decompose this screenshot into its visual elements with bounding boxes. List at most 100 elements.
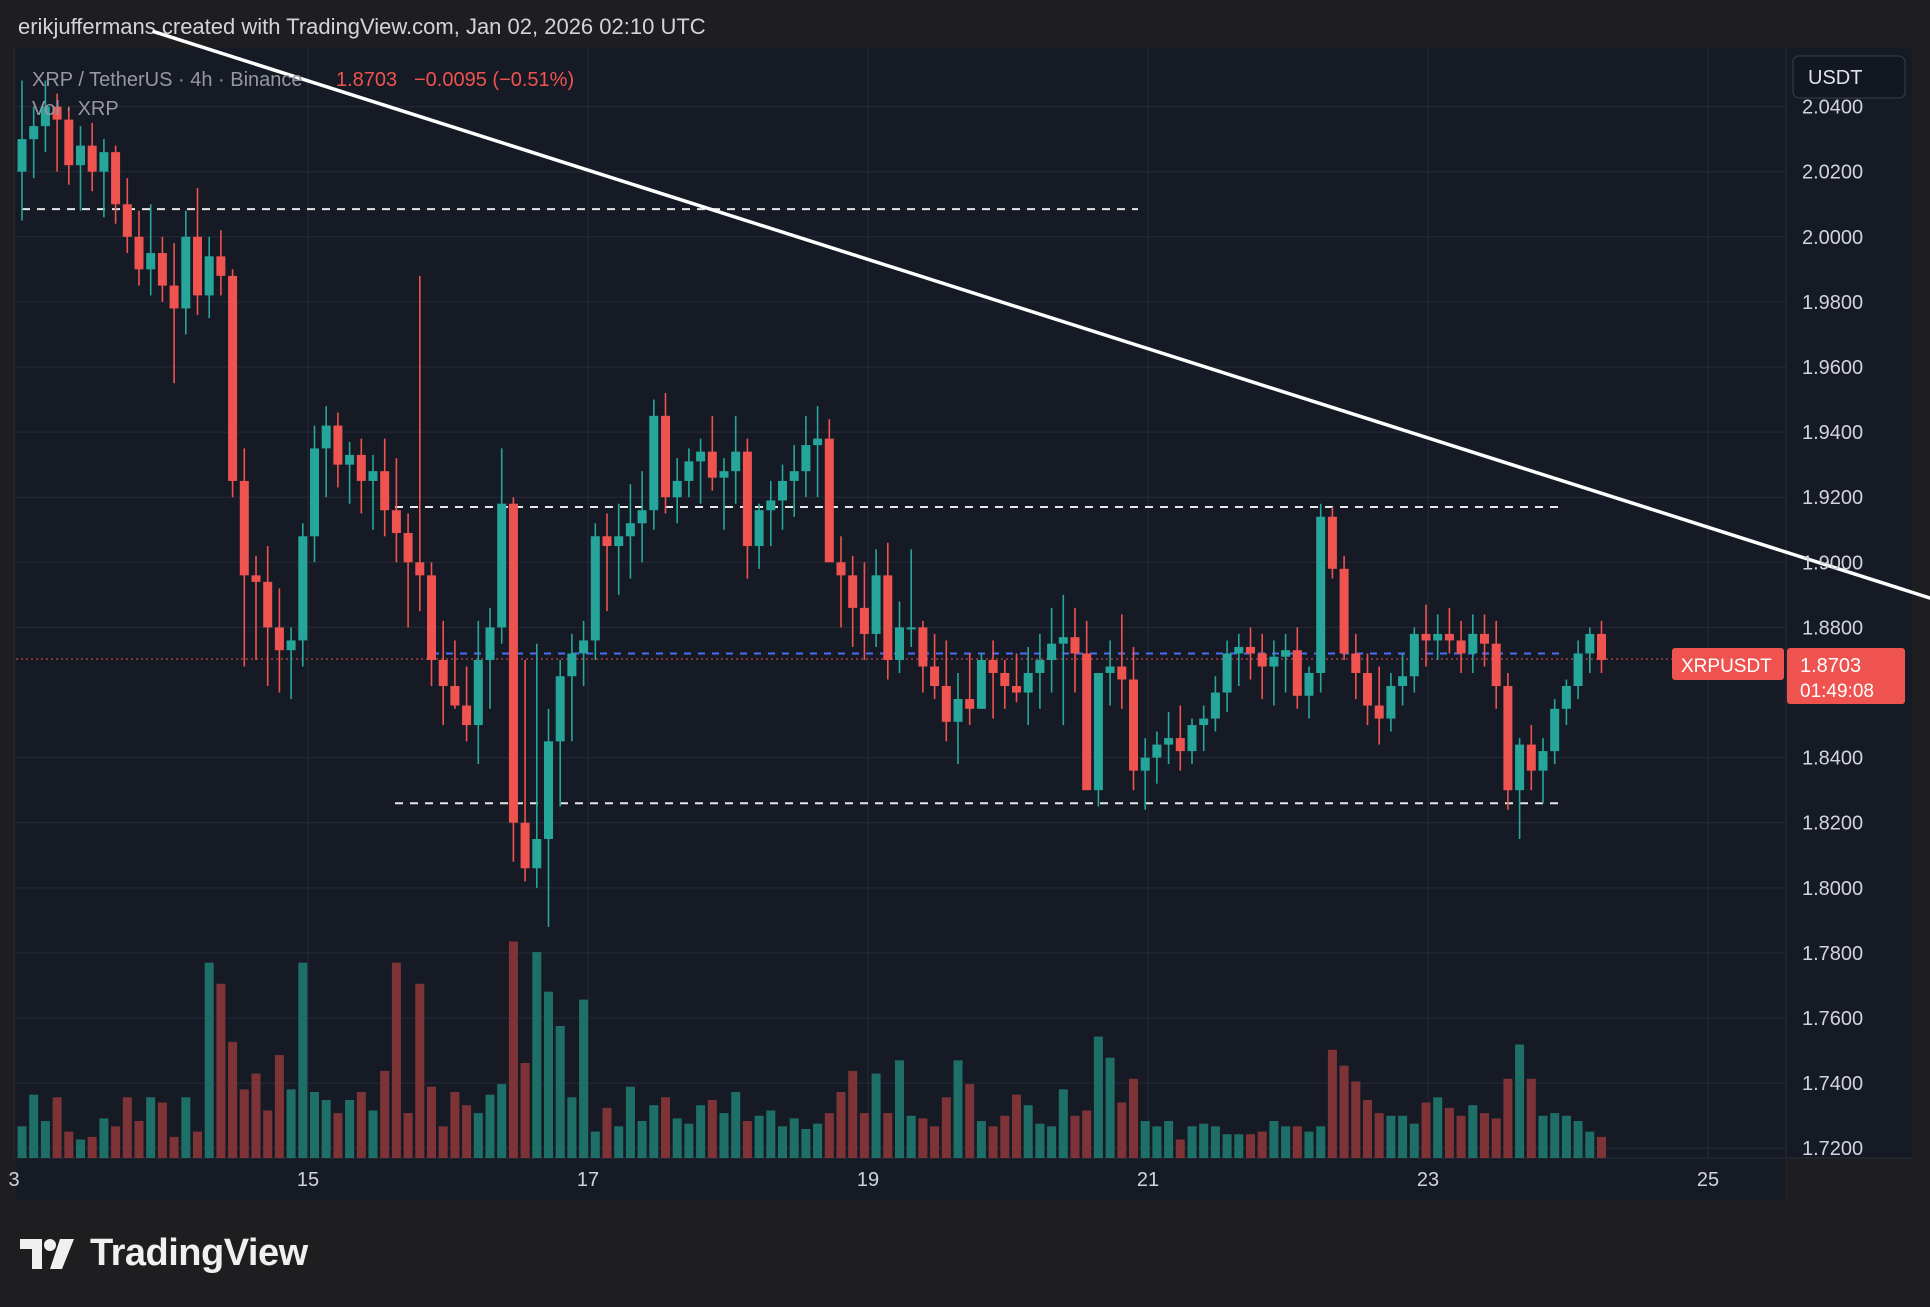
candle-body-106 [1257,653,1267,667]
volume-bar-57 [684,1123,694,1158]
volume-bar-9 [122,1097,132,1158]
candlestick-chart[interactable]: 2.0400 2.0200 2.0000 1.9800 1.9600 1.9400 1.92… [0,0,1930,1220]
time-tick-label-4: 21 [1137,1169,1159,1191]
candle-body-23 [286,640,296,651]
candle-body-9 [122,204,132,237]
candle-body-96 [1140,757,1150,771]
candle-body-45 [544,741,553,839]
price-tag-price: 1.8703 [1800,655,1861,677]
volume-bar-18 [228,1041,238,1158]
volume-bar-127 [1503,1078,1513,1158]
candle-body-49 [590,536,600,641]
candle-body-121 [1433,633,1443,641]
price-tick-label-4: 1.9600 [1802,357,1863,379]
volume-bar-5 [76,1139,85,1158]
candle-body-116 [1374,705,1384,719]
volume-bar-91 [1082,1110,1092,1158]
volume-bar-109 [1292,1126,1302,1158]
candle-body-17 [216,256,226,276]
legend-last-price: 1.8703 [336,69,397,91]
candle-body-43 [520,822,530,869]
volume-bar-100 [1187,1126,1197,1158]
price-scale-area[interactable] [1786,48,1912,1158]
candle-body-65 [778,480,787,501]
volume-bar-64 [766,1110,776,1158]
legend-symbol: XRP / TetherUS · 4h · Binance [32,69,303,91]
candle-body-81 [965,699,975,709]
candle-body-120 [1421,633,1431,641]
candle-body-48 [579,640,589,654]
volume-bar-80 [953,1060,963,1158]
volume-bar-90 [1070,1115,1080,1158]
time-scale-area[interactable] [16,1158,1786,1200]
candle-body-94 [1117,666,1127,680]
price-tick-label-5: 1.9400 [1802,422,1863,444]
candle-body-72 [859,607,869,634]
volume-bar-87 [1035,1123,1045,1158]
volume-bar-124 [1468,1105,1478,1158]
volume-bar-88 [1047,1126,1057,1158]
volume-bar-98 [1164,1121,1174,1158]
volume-bar-45 [544,991,553,1158]
candle-body-11 [146,253,156,270]
candle-body-117 [1386,686,1396,719]
price-tick-label-11: 1.8000 [1802,878,1863,900]
candle-body-51 [614,536,624,547]
candle-body-47 [567,653,577,677]
volume-bar-40 [485,1094,495,1158]
candle-body-56 [672,480,682,498]
candle-body-61 [731,451,741,472]
volume-bar-52 [625,1086,635,1158]
volume-bar-74 [883,1113,893,1158]
candle-body-19 [239,480,249,576]
candle-body-109 [1292,650,1302,696]
volume-bar-0 [17,1126,27,1158]
candle-body-57 [684,461,694,481]
time-tick-label-5: 23 [1417,1169,1439,1191]
candle-body-134 [1585,633,1595,654]
candle-body-92 [1093,672,1103,791]
candle-body-1 [29,126,39,140]
candle-body-76 [906,627,916,630]
candle-body-73 [871,575,881,634]
candle-body-46 [555,676,565,742]
candle-body-75 [895,627,904,660]
candle-body-29 [356,454,366,481]
volume-bar-67 [801,1128,811,1158]
volume-bar-23 [286,1089,296,1158]
candle-body-78 [930,666,940,687]
candle-body-25 [310,448,319,537]
candle-body-113 [1339,568,1349,654]
currency-button-label: USDT [1808,67,1862,89]
volume-bar-56 [672,1118,682,1158]
candle-body-110 [1304,672,1314,696]
candle-body-22 [274,627,284,651]
volume-bar-93 [1105,1057,1115,1158]
price-tick-label-15: 1.7200 [1802,1138,1863,1160]
currency-button[interactable]: USDT [1792,55,1906,99]
volume-bar-120 [1421,1102,1431,1158]
candle-body-18 [228,275,238,481]
volume-bar-128 [1515,1044,1525,1158]
tradingview-brand: TradingView [20,1232,308,1275]
candle-body-88 [1047,643,1057,660]
volume-bar-60 [719,1113,729,1158]
price-tick-label-10: 1.8200 [1802,813,1863,835]
candle-body-108 [1281,650,1291,657]
volume-bar-36 [438,1126,448,1158]
volume-bar-101 [1199,1123,1209,1158]
volume-bar-6 [87,1136,97,1158]
price-tick-label-3: 1.9800 [1802,292,1863,314]
volume-bar-42 [508,941,518,1158]
volume-bar-126 [1491,1118,1501,1158]
volume-bar-26 [321,1099,331,1158]
volume-bar-94 [1117,1102,1127,1158]
candle-body-60 [719,471,729,478]
volume-bar-135 [1597,1136,1606,1158]
volume-bar-1 [29,1094,39,1158]
candle-body-54 [649,415,659,511]
candle-body-119 [1409,633,1419,677]
candle-body-71 [848,575,858,608]
volume-bar-83 [988,1126,998,1158]
volume-bar-10 [134,1121,144,1158]
